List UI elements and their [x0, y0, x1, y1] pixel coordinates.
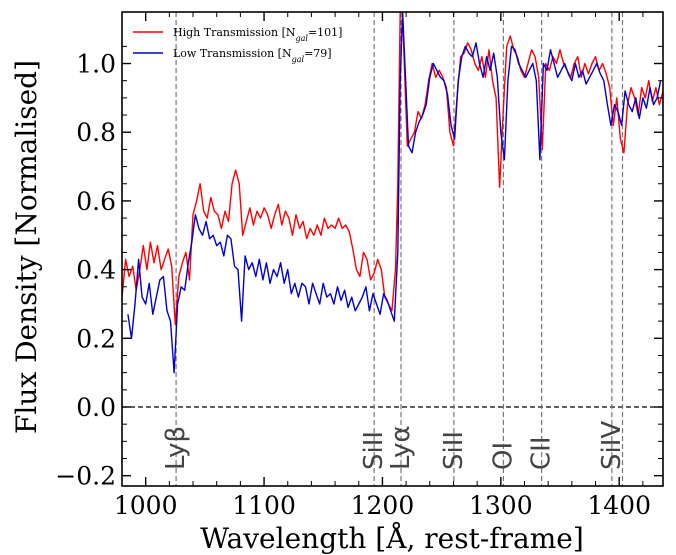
- spectral-line-label: Lyβ: [161, 426, 191, 470]
- y-tick-label: 0.4: [76, 256, 116, 285]
- low-transmission-line: [127, 12, 662, 374]
- y-tick-label: 0.8: [76, 118, 116, 147]
- y-tick-label: 0.6: [76, 187, 116, 216]
- y-axis-label: Flux Density [Normalised]: [10, 60, 43, 434]
- spectral-line-label: CII: [527, 437, 557, 471]
- spectral-line-label: SiII: [359, 431, 389, 470]
- plot-frame: [121, 11, 664, 487]
- spectral-line-label: SiII: [439, 431, 469, 470]
- spectral-line-label: OI: [488, 442, 518, 470]
- legend-entry: Low Transmission [Ngal=79]: [173, 47, 332, 64]
- x-axis-label: Wavelength [Å, rest-frame]: [200, 522, 584, 555]
- high-transmission-line: [122, 12, 663, 326]
- y-tick-label: 0.0: [76, 393, 116, 422]
- x-tick-label: 1100: [232, 491, 296, 520]
- y-tick-label: −0.2: [55, 462, 116, 491]
- spectral-line-label: Lyα: [386, 425, 416, 470]
- y-tick-label: 1.0: [76, 50, 116, 79]
- x-tick-label: 1200: [351, 491, 415, 520]
- y-tick-label: 0.2: [76, 324, 116, 353]
- legend-entry: High Transmission [Ngal=101]: [173, 26, 342, 43]
- x-tick-label: 1400: [587, 491, 651, 520]
- x-tick-label: 1000: [114, 491, 178, 520]
- spectral-line-label: SiIV: [597, 421, 627, 470]
- x-tick-label: 1300: [469, 491, 533, 520]
